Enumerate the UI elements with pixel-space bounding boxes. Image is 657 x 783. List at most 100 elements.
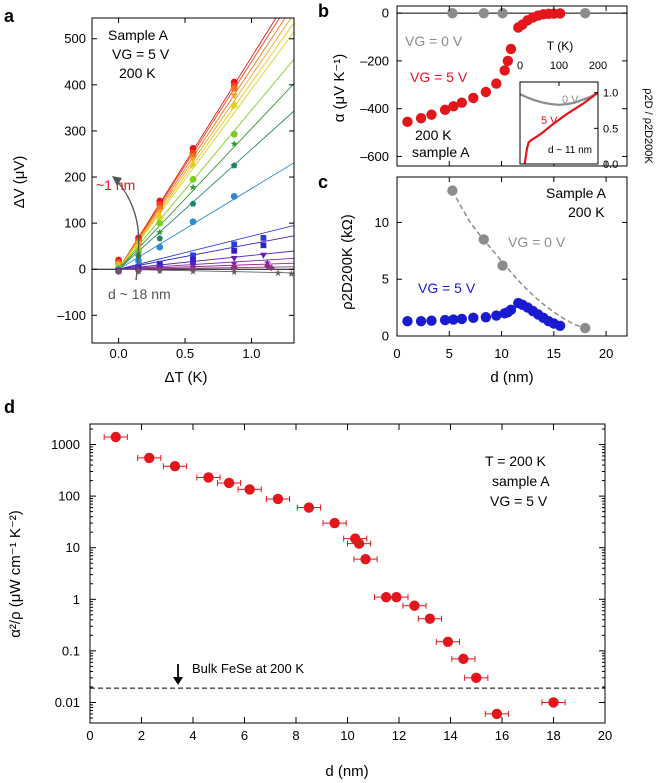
panel-d-xtick-label: 14: [443, 728, 457, 743]
panel-a-legend-sample: Sample A: [108, 27, 169, 43]
panel-d-xtick-label: 16: [495, 728, 509, 743]
panel-a-frame: [91, 17, 295, 344]
panel-a-ytick-label: 500: [64, 31, 86, 46]
panel-a-arrowhead-icon: [112, 176, 122, 186]
panel-a-xlabel: ΔT (K): [164, 369, 207, 386]
inset-xtick-label: 0: [517, 60, 523, 72]
panel-a-arrow: [115, 179, 140, 281]
panel-a: a 0.0 0.5 1.0 –100 0 100 200 300 400 500 ΔT (K) Δ…: [4, 6, 295, 386]
panel-b-inset: 0 100 200 0.0 0.5 1.0 T (K) ρ2D / ρ2D200K 0 V…: [517, 39, 654, 171]
panel-c-frame: [396, 176, 628, 337]
fit-line-1: [118, 18, 281, 270]
point-b-0-0: [447, 7, 458, 19]
panel-d-xtick-label: 8: [292, 728, 299, 743]
panel-d: d 0 2 4 6 8 10 12 14 16 18 20 0.01 0.1 1 10 100 1000 d (…: [4, 397, 612, 780]
point-d-10: [353, 538, 365, 549]
point-b-1-9: [499, 65, 510, 76]
panel-a-axes: 0.0 0.5 1.0 –100 0 100 200 300 400 500: [57, 18, 294, 361]
point-c-1-11: [505, 304, 517, 316]
point-c-1-4: [448, 314, 459, 325]
panel-b-ytick-label: 0: [382, 6, 389, 21]
panel-d-xtick-label: 18: [546, 728, 560, 743]
panel-a-ytick-label: 100: [64, 216, 86, 231]
point-a-15-5: [268, 264, 275, 272]
point-a-12-4: [230, 255, 238, 263]
panel-c-xtick-label: 20: [599, 346, 613, 361]
panel-a-fit-lines: [92, 18, 294, 274]
fit-line-3: [118, 18, 292, 270]
point-a-16-5: [274, 269, 282, 276]
point-d-6: [272, 493, 284, 505]
panel-a-thin-annotation: ~1 nm: [96, 177, 135, 193]
point-d-7: [303, 502, 315, 513]
panel-c-axes: 0 5 10 15 20 0 5 10: [375, 177, 627, 361]
panel-b-ytick-label: –200: [360, 53, 389, 68]
fit-line-2: [118, 18, 286, 270]
panel-c-label-0v: VG = 0 V: [508, 234, 566, 250]
panel-c-xtick-label: 5: [446, 346, 453, 361]
point-c-0-0: [447, 185, 458, 196]
point-a-12-5: [260, 252, 267, 259]
panel-b-label-5v: VG = 5 V: [410, 69, 468, 85]
panel-d-xlabel: d (nm): [325, 763, 368, 780]
panel-d-points: [103, 431, 566, 720]
point-d-5: [244, 484, 255, 495]
point-c-1-1: [415, 316, 427, 327]
point-a-7-4: [230, 140, 238, 147]
panel-c-fit-curve-path: [451, 190, 586, 329]
panel-d-ylabel: α²/ρ (μW cm⁻¹ K⁻²): [7, 510, 24, 638]
point-d-13: [391, 591, 402, 603]
point-a-10-3: [190, 252, 196, 259]
inset-curve-5v: [523, 91, 598, 164]
panel-d-legend-sample: sample A: [492, 473, 550, 489]
point-d-15: [424, 613, 436, 624]
panel-d-xtick-label: 6: [241, 728, 248, 743]
point-d-18: [471, 672, 482, 684]
point-a-16-1: [134, 267, 143, 275]
panel-d-legend-vg: VG = 5 V: [490, 493, 548, 509]
point-a-6-2: [156, 219, 164, 227]
inset-ytick-label: 0.5: [603, 123, 618, 135]
panel-a-ytick-label: 400: [64, 77, 86, 92]
inset-label-0v: 0 V: [562, 94, 579, 106]
panel-b-legend-temp: 200 K: [415, 127, 452, 143]
panel-d-ytick-label: 0.01: [55, 695, 80, 710]
point-b-0-2: [497, 7, 508, 19]
panel-b-axes: –600 –400 –200 0: [360, 6, 627, 166]
inset-xtick-label: 100: [550, 60, 568, 72]
point-d-17: [458, 653, 469, 665]
inset-curve-0v: [520, 91, 598, 106]
panel-d-ytick-label: 10: [66, 540, 80, 555]
point-b-1-1: [415, 113, 427, 124]
panel-b-label: b: [318, 1, 329, 21]
point-c-0-1: [478, 234, 489, 245]
fit-line-0: [118, 18, 277, 270]
panel-c-legend-temp: 200 K: [568, 204, 605, 220]
point-c-1-2: [426, 315, 437, 326]
fit-line-16: [118, 268, 294, 274]
panel-a-ytick-label: 300: [64, 123, 86, 138]
point-d-16: [442, 636, 454, 647]
panel-d-xtick-label: 20: [598, 728, 612, 743]
point-b-0-1: [478, 7, 489, 19]
fit-line-7: [118, 82, 294, 270]
panel-b-label-0v: VG = 0 V: [405, 33, 463, 49]
panel-c-ytick-label: 5: [382, 272, 389, 287]
point-b-1-5: [456, 97, 468, 108]
panel-b-ylabel: α (μV K⁻¹): [331, 54, 348, 123]
inset-curves: [520, 91, 598, 164]
point-a-8-4: [230, 162, 238, 169]
panel-d-label: d: [4, 397, 15, 417]
point-a-16-3: [189, 267, 197, 275]
fit-line-10: [118, 224, 294, 270]
panel-a-ytick-label: 0: [79, 262, 86, 277]
point-b-1-8: [491, 78, 502, 89]
fit-line-6: [118, 58, 294, 270]
panel-c-ytick-label: 10: [375, 215, 389, 230]
panel-d-xtick-label: 4: [189, 728, 196, 743]
panel-a-points: [115, 78, 294, 277]
panel-a-ylabel: ΔV (μV): [11, 156, 28, 209]
point-d-14: [409, 600, 420, 611]
fit-line-13: [118, 257, 294, 270]
